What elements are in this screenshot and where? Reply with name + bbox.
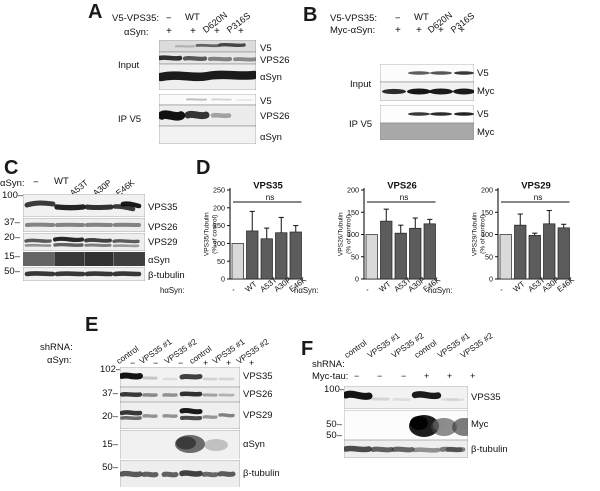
svg-text:ns: ns xyxy=(400,192,409,202)
svg-text:ns: ns xyxy=(534,192,543,202)
svg-text:VPS29: VPS29 xyxy=(521,181,551,192)
svg-text:VPS26: VPS26 xyxy=(387,181,417,192)
svg-text:0: 0 xyxy=(489,275,493,284)
svg-text:0: 0 xyxy=(355,275,359,284)
svg-text:0: 0 xyxy=(221,275,225,284)
svg-text:ns: ns xyxy=(266,192,275,202)
svg-text:VPS35: VPS35 xyxy=(253,181,283,192)
